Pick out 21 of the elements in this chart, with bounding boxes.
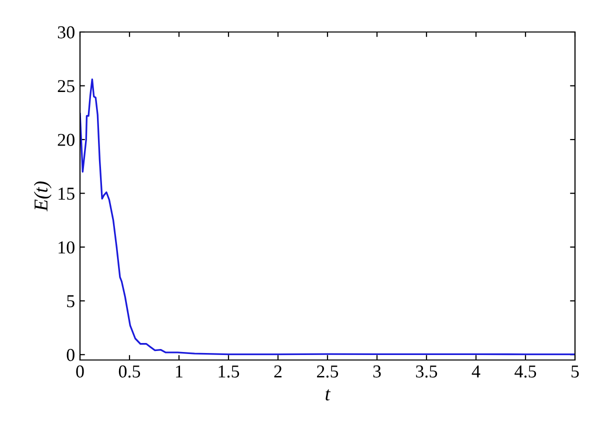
x-tick-label: 2 [274,365,282,378]
y-tick-label: 10 [58,241,74,254]
x-tick-label: 3 [373,365,381,378]
y-tick-label: 30 [58,26,74,38]
x-axis-title: t [326,389,331,400]
x-tick-label: 0 [76,365,84,378]
line-series [80,78,575,356]
x-tick-label: 4.5 [514,366,536,378]
x-tick-label: 3.5 [416,365,438,378]
x-tick-label: 4 [472,366,480,378]
y-tick-label: 20 [58,134,74,146]
y-tick-label: 0 [66,348,74,362]
x-tick-label: 1.5 [218,365,240,378]
y-tick-label: 5 [67,295,74,308]
y-axis-title: E(t) [34,181,52,212]
x-tick-label: 1 [176,365,182,378]
x-tick-label: 2.5 [317,365,338,378]
x-tick-label: 0.5 [118,365,140,378]
y-tick-label: 15 [58,188,74,200]
y-tick-label: 25 [58,80,74,92]
x-tick-label: 5 [572,366,579,378]
